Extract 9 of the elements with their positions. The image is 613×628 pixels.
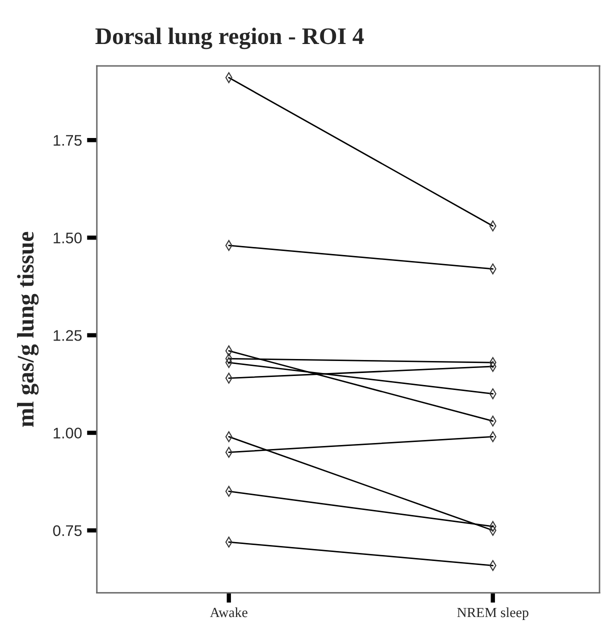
x-tick-label: Awake (210, 607, 248, 618)
y-tick-label: 1.75 (54, 135, 82, 146)
y-tick-label: 1.00 (54, 428, 82, 438)
x-tick-label: NREM sleep (457, 607, 528, 620)
y-tick-label: 1.50 (54, 232, 82, 244)
y-tick-label: 0.75 (53, 525, 82, 536)
chart-title: Dorsal lung region - ROI 4 (95, 28, 364, 50)
y-tick-label: 1.25 (54, 330, 82, 341)
y-axis-title: ml gas/g lung tissue (17, 232, 39, 427)
